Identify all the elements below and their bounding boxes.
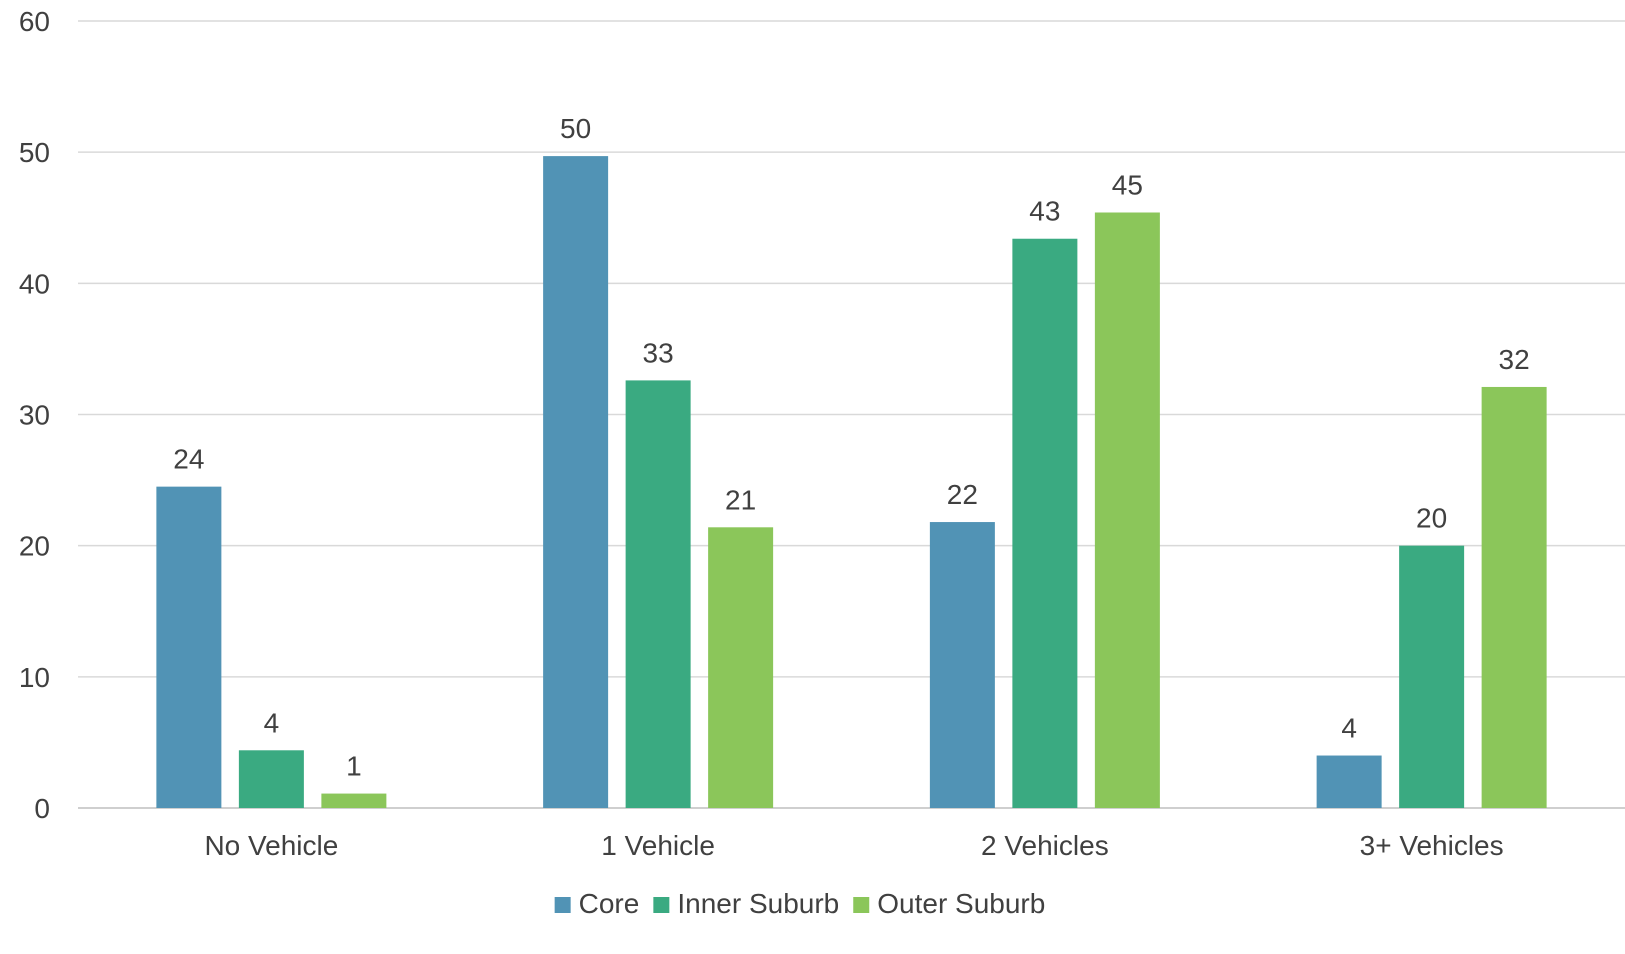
legend-label: Core <box>579 888 640 919</box>
data-label: 50 <box>560 113 591 144</box>
x-tick-label: 1 Vehicle <box>601 830 715 861</box>
y-tick-label: 40 <box>19 268 50 299</box>
bar-core-3 <box>1316 755 1382 808</box>
bar-outer-suburb-3 <box>1481 386 1547 808</box>
bar-outer-suburb-2 <box>1094 212 1160 809</box>
bar-core-1 <box>543 156 609 808</box>
data-label: 1 <box>346 751 362 782</box>
data-label: 32 <box>1499 344 1530 375</box>
bar-core-0 <box>156 486 222 808</box>
x-tick-label: 3+ Vehicles <box>1360 830 1504 861</box>
y-tick-label: 30 <box>19 400 50 431</box>
legend: Core Inner Suburb Outer Suburb <box>554 888 1045 919</box>
y-tick-label: 10 <box>19 662 50 693</box>
data-label: 22 <box>947 479 978 510</box>
y-tick-label: 20 <box>19 531 50 562</box>
legend-label: Outer Suburb <box>877 888 1045 919</box>
legend-swatch <box>554 897 571 913</box>
data-label: 4 <box>1341 713 1357 744</box>
data-label: 45 <box>1112 170 1143 201</box>
data-label: 33 <box>643 337 674 368</box>
data-label: 43 <box>1029 196 1060 227</box>
data-label: 20 <box>1416 503 1447 534</box>
x-tick-label: 2 Vehicles <box>981 830 1109 861</box>
x-axis-tick-labels: No Vehicle 1 Vehicle 2 Vehicles 3+ Vehicles <box>204 830 1503 861</box>
bar-inner-suburb-2 <box>1012 238 1078 808</box>
legend-label: Inner Suburb <box>677 888 839 919</box>
legend-swatch <box>853 897 870 913</box>
y-axis-tick-labels: 0 10 20 30 40 50 60 <box>19 6 50 824</box>
bar-inner-suburb-3 <box>1399 545 1465 808</box>
legend-swatch <box>653 897 670 913</box>
y-tick-label: 0 <box>34 793 50 824</box>
bar-core-2 <box>929 522 995 808</box>
data-label: 24 <box>173 444 204 475</box>
bars <box>156 156 1547 809</box>
data-label: 4 <box>264 707 280 738</box>
y-tick-label: 50 <box>19 137 50 168</box>
bar-inner-suburb-1 <box>625 380 691 808</box>
data-labels: 24 4 1 50 33 21 22 43 45 4 20 32 <box>173 113 1529 781</box>
x-tick-label: No Vehicle <box>204 830 338 861</box>
bar-outer-suburb-1 <box>708 527 774 808</box>
bar-outer-suburb-0 <box>321 793 387 808</box>
bar-inner-suburb-0 <box>238 750 304 808</box>
gridlines <box>78 20 1625 809</box>
data-label: 21 <box>725 484 756 515</box>
y-tick-label: 60 <box>19 6 50 37</box>
